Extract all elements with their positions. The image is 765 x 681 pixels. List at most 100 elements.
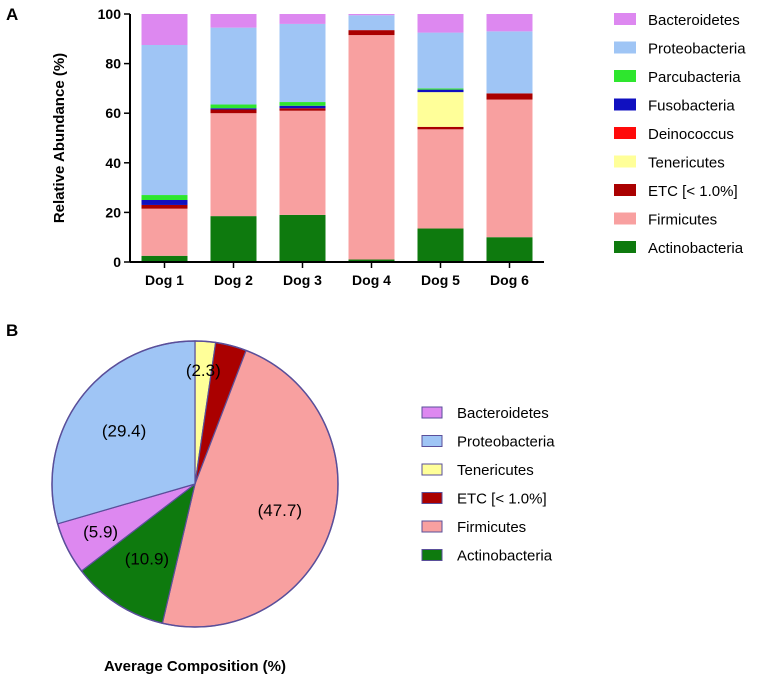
bar-segment-dog-3-actinobacteria	[279, 214, 326, 262]
bar-segment-dog-6-bacteroidetes	[486, 14, 533, 32]
pie-label-actinobacteria: (10.9)	[125, 550, 169, 569]
legend-swatch-etc-1-0	[421, 492, 443, 504]
pie-legend: Bacteroidetes Proteobacteria Tenericutes ET…	[421, 405, 555, 565]
x-tick-label: Dog 4	[352, 272, 391, 288]
legend-label-actinobacteria: Actinobacteria	[457, 548, 553, 565]
y-tick-label: 20	[105, 204, 121, 220]
legend-swatch-bacteroidetes	[614, 13, 636, 25]
legend-swatch-tenericutes	[614, 155, 636, 168]
x-tick-label: Dog 6	[490, 272, 529, 288]
bar-segment-dog-4-proteobacteria	[348, 15, 395, 31]
panel-label-a: A	[6, 5, 18, 24]
legend-swatch-actinobacteria	[421, 549, 443, 561]
bar-segment-dog-3-fusobacteria	[279, 105, 326, 109]
y-tick-label: 80	[105, 56, 121, 72]
bar-axes: Dog 1 Dog 2 Dog 3 Dog 4 Dog 5 Dog 6 0 20 40 60 80 1…	[98, 6, 544, 288]
legend-swatch-etc-1-0	[614, 184, 636, 196]
bar-segment-dog-3-bacteroidetes	[279, 14, 326, 24]
bar-segment-dog-1-actinobacteria	[141, 255, 188, 262]
bar-segment-dog-2-proteobacteria	[210, 27, 257, 105]
legend-swatch-tenericutes	[421, 463, 443, 476]
bar-segment-dog-2-actinobacteria	[210, 216, 257, 262]
legend-label-tenericutes: Tenericutes	[648, 155, 725, 172]
y-axis-title: Relative Abundance (%)	[51, 53, 68, 223]
bar-segment-dog-1-firmicutes	[141, 208, 188, 256]
y-tick-label: 40	[105, 155, 121, 171]
bar-segment-dog-4-bacteroidetes	[348, 14, 395, 16]
pie-labels: (2.3) (47.7) (10.9) (5.9) (29.4)	[83, 361, 302, 569]
y-tick-label: 0	[113, 254, 121, 270]
legend-swatch-firmicutes	[421, 520, 443, 533]
pie-label-bacteroidetes: (5.9)	[83, 523, 118, 542]
bar-segment-dog-5-fusobacteria	[417, 89, 464, 93]
bar-segment-dog-2-bacteroidetes	[210, 14, 257, 28]
bar-segment-dog-2-fusobacteria	[210, 108, 257, 110]
legend-swatch-proteobacteria	[421, 435, 443, 447]
stacked-bar-chart: Dog 1 Dog 2 Dog 3 Dog 4 Dog 5 Dog 6 0 20 40 60 80 1…	[51, 6, 746, 288]
legend-swatch-parcubacteria	[614, 70, 636, 82]
pie-label-proteobacteria: (29.4)	[102, 422, 146, 441]
legend-swatch-firmicutes	[614, 212, 636, 225]
pie-chart: (2.3) (47.7) (10.9) (5.9) (29.4) Bacteroidet…	[51, 340, 555, 675]
bar-segment-dog-3-proteobacteria	[279, 23, 326, 103]
panel-label-b: B	[6, 321, 18, 340]
x-tick-label: Dog 3	[283, 272, 322, 288]
bar-segment-dog-5-actinobacteria	[417, 228, 464, 262]
bar-segment-dog-1-etc-1-0	[141, 204, 188, 209]
bar-segment-dog-2-etc-1-0	[210, 109, 257, 114]
bar-marks	[141, 14, 533, 262]
pie-label-tenericutes: (2.3)	[186, 361, 221, 380]
bar-segment-dog-2-parcubacteria	[210, 104, 257, 109]
legend-label-proteobacteria: Proteobacteria	[648, 41, 746, 58]
bar-segment-dog-3-parcubacteria	[279, 102, 326, 106]
legend-label-bacteroidetes: Bacteroidetes	[457, 405, 549, 422]
bar-segment-dog-5-bacteroidetes	[417, 14, 464, 33]
bar-segment-dog-1-parcubacteria	[141, 195, 188, 200]
pie-label-firmicutes: (47.7)	[258, 501, 302, 520]
legend-label-firmicutes: Firmicutes	[457, 519, 526, 536]
legend-label-tenericutes: Tenericutes	[457, 462, 534, 479]
legend-swatch-proteobacteria	[614, 41, 636, 54]
pie-slices	[51, 340, 339, 628]
bar-segment-dog-6-firmicutes	[486, 99, 533, 238]
legend-label-fusobacteria: Fusobacteria	[648, 98, 735, 115]
legend-swatch-deinococcus	[614, 127, 636, 139]
x-tick-label: Dog 1	[145, 272, 184, 288]
bar-segment-dog-5-etc-1-0	[417, 126, 464, 130]
bar-segment-dog-6-etc-1-0	[486, 93, 533, 100]
legend-label-bacteroidetes: Bacteroidetes	[648, 12, 740, 29]
bar-segment-dog-4-firmicutes	[348, 35, 395, 260]
legend-label-firmicutes: Firmicutes	[648, 212, 717, 229]
pie-title: Average Composition (%)	[104, 658, 286, 675]
bar-segment-dog-3-firmicutes	[279, 110, 326, 215]
bar-segment-dog-5-firmicutes	[417, 129, 464, 229]
bar-segment-dog-6-proteobacteria	[486, 31, 533, 94]
bar-segment-dog-5-proteobacteria	[417, 32, 464, 89]
legend-label-parcubacteria: Parcubacteria	[648, 69, 741, 86]
legend-swatch-actinobacteria	[614, 241, 636, 253]
legend-label-etc-1-0: ETC [< 1.0%]	[648, 183, 738, 200]
legend-swatch-bacteroidetes	[421, 406, 443, 419]
legend-label-proteobacteria: Proteobacteria	[457, 434, 555, 451]
bar-segment-dog-4-etc-1-0	[348, 30, 395, 36]
legend-label-etc-1-0: ETC [< 1.0%]	[457, 491, 547, 508]
bar-segment-dog-1-bacteroidetes	[141, 14, 188, 45]
y-tick-label: 100	[98, 6, 122, 22]
legend-swatch-fusobacteria	[614, 98, 636, 111]
bar-segment-dog-5-parcubacteria	[417, 88, 464, 90]
bar-segment-dog-5-tenericutes	[417, 92, 464, 127]
y-tick-label: 60	[105, 105, 121, 121]
legend-label-deinococcus: Deinococcus	[648, 126, 734, 143]
x-tick-label: Dog 5	[421, 272, 460, 288]
bar-segment-dog-6-actinobacteria	[486, 237, 533, 262]
bar-segment-dog-4-actinobacteria	[348, 259, 395, 262]
bar-segment-dog-2-firmicutes	[210, 113, 257, 217]
bar-legend: Bacteroidetes Proteobacteria Parcubacteria…	[614, 12, 746, 257]
x-tick-label: Dog 2	[214, 272, 253, 288]
pie-outline	[51, 340, 339, 628]
bar-segment-dog-3-etc-1-0	[279, 108, 326, 111]
legend-label-actinobacteria: Actinobacteria	[648, 240, 744, 257]
bar-segment-dog-1-fusobacteria	[141, 200, 188, 205]
bar-segment-dog-1-proteobacteria	[141, 45, 188, 196]
